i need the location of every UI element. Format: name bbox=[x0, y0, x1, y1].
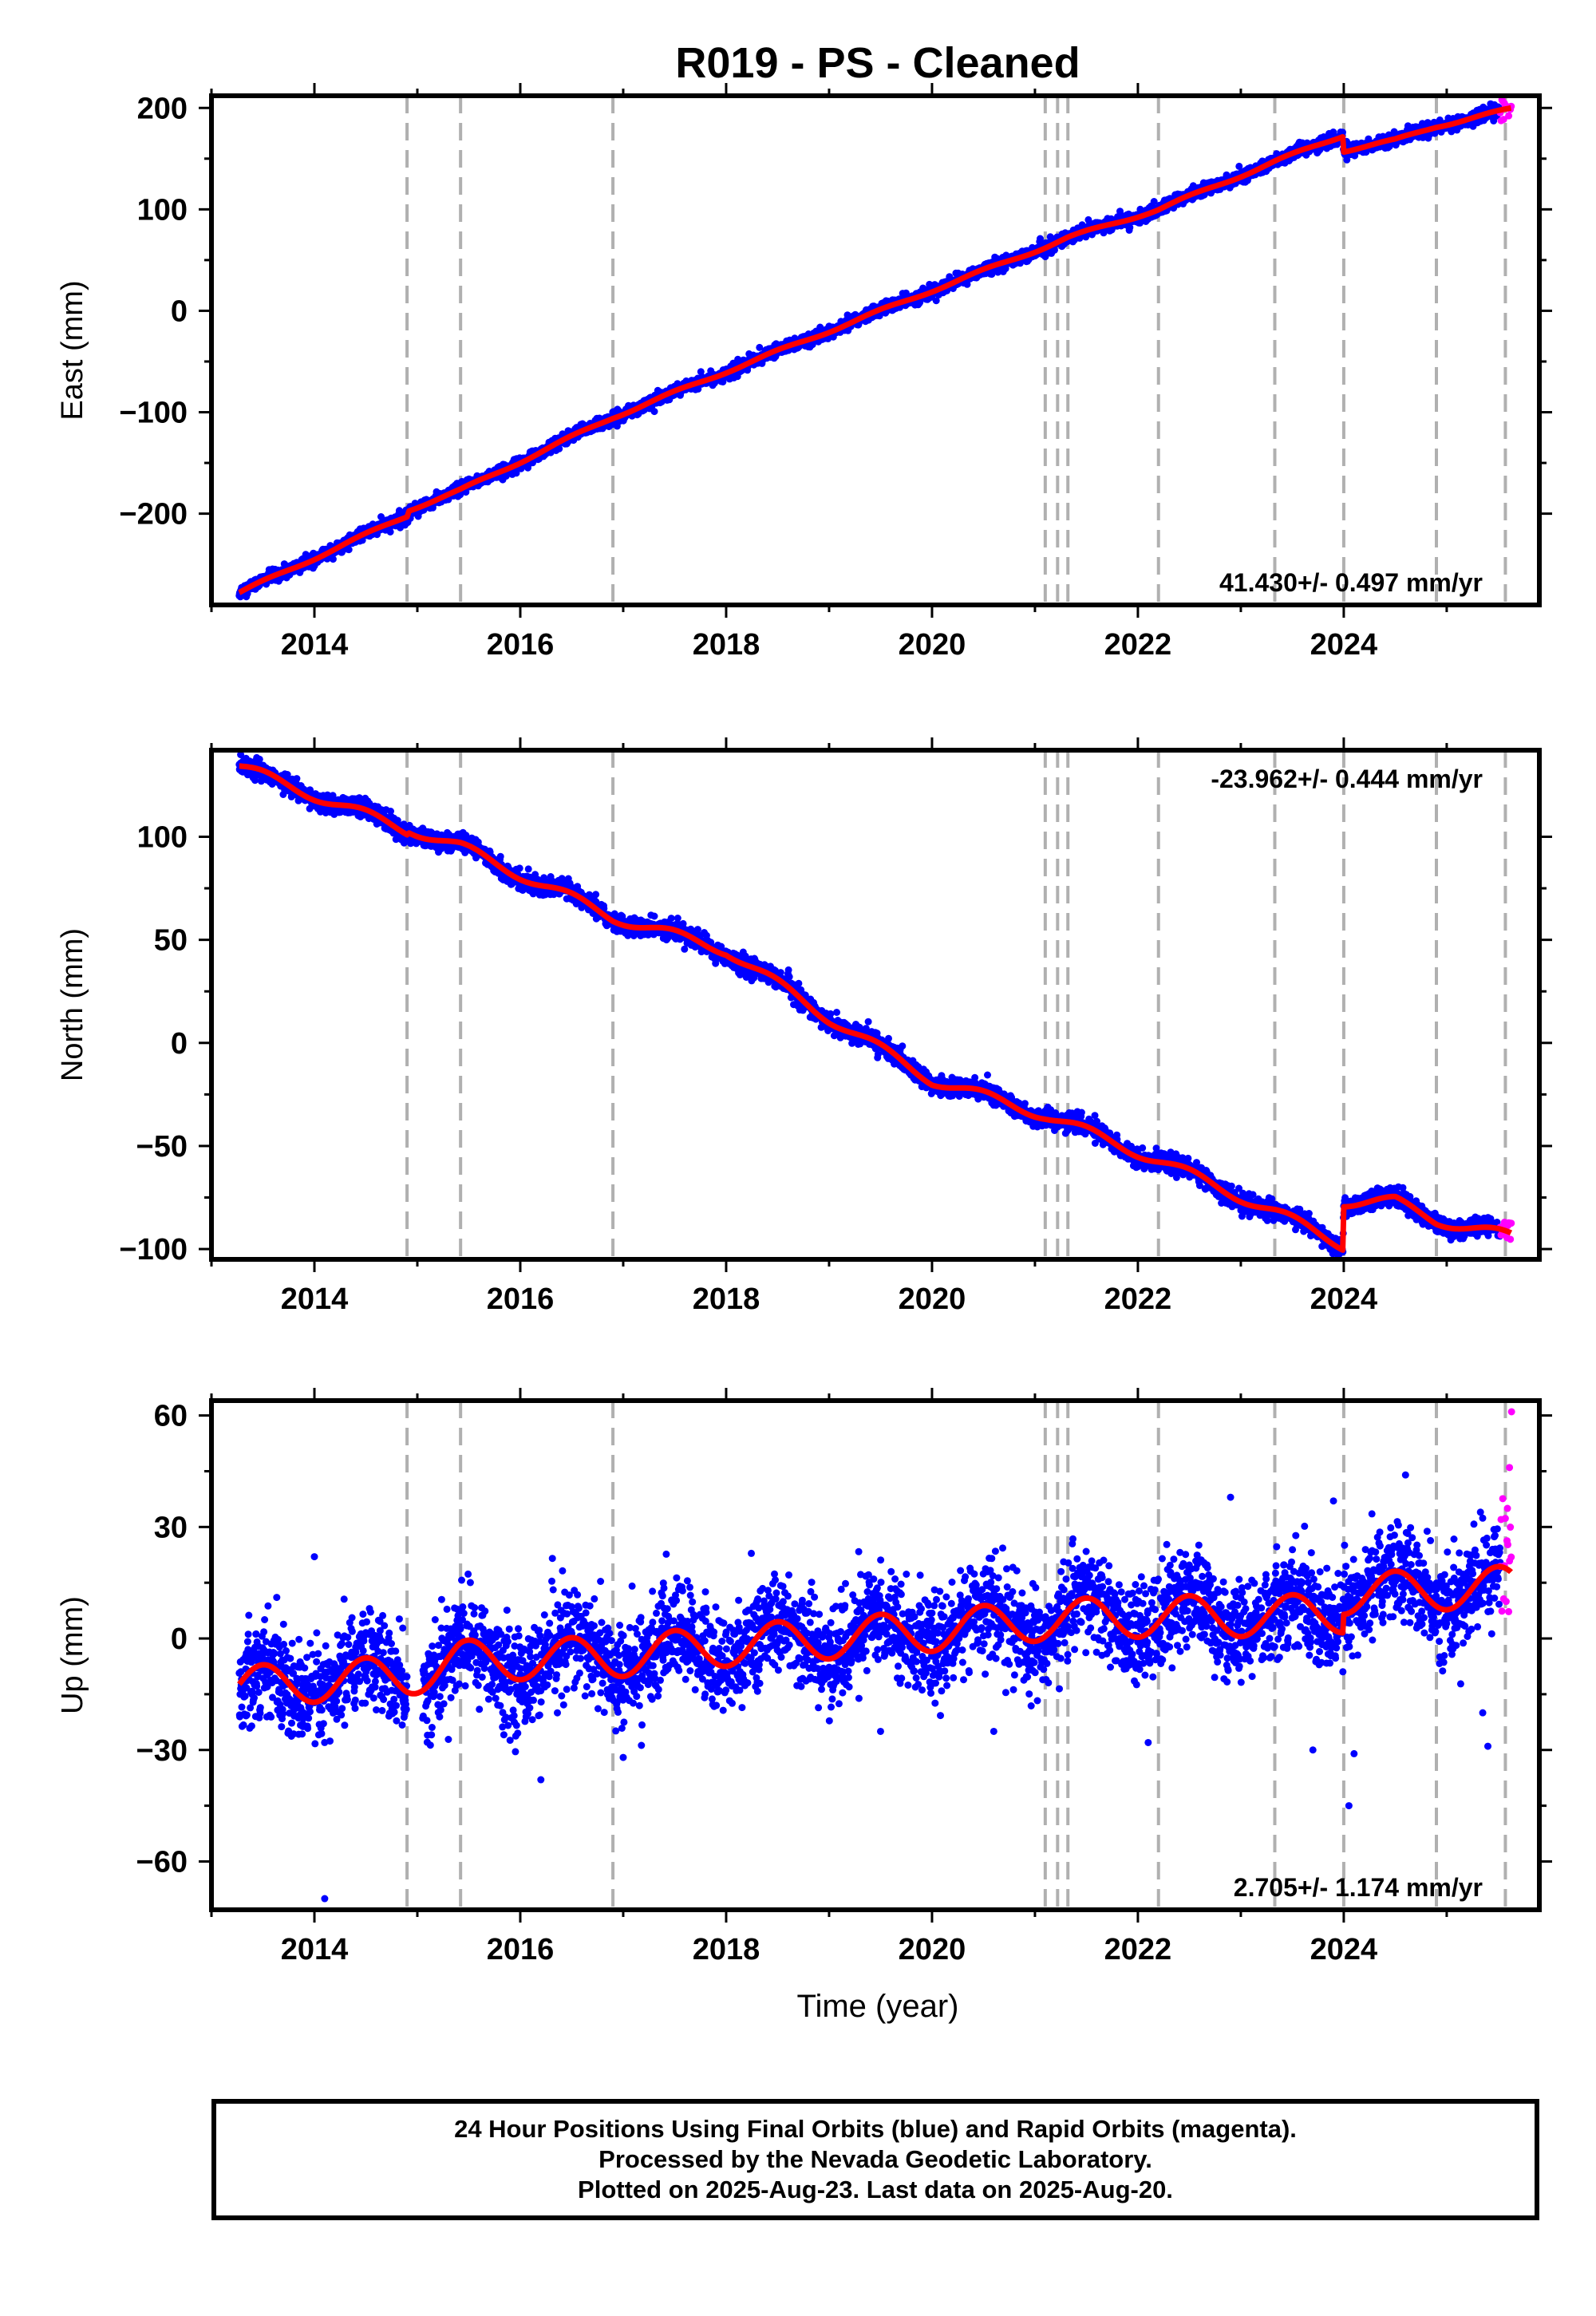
x-tick-label: 2020 bbox=[899, 628, 966, 662]
final-orbit-point bbox=[386, 528, 394, 536]
x-tick-label: 2014 bbox=[281, 628, 349, 662]
x-tick-label: 2018 bbox=[693, 628, 760, 662]
x-tick-label: 2024 bbox=[1310, 628, 1378, 662]
y-tick-label: 100 bbox=[137, 193, 188, 227]
model-fit-line bbox=[237, 105, 1514, 595]
final-orbit-point bbox=[377, 513, 385, 520]
x-tick-label: 2022 bbox=[1104, 628, 1172, 662]
final-orbit-point bbox=[650, 408, 658, 416]
panel-frame bbox=[209, 93, 1542, 607]
rate-label: 41.430+/- 0.497 mm/yr bbox=[1219, 568, 1483, 597]
y-axis-label: East (mm) bbox=[56, 280, 89, 420]
x-tick-label: 2016 bbox=[487, 628, 555, 662]
panel-0: 2014 2016 2018 2020 2022 2024 200 100 0 −100 −200 E… bbox=[56, 83, 1552, 662]
y-tick-label: 0 bbox=[171, 294, 188, 328]
rapid-orbit-point bbox=[1505, 112, 1513, 120]
final-orbit-point bbox=[512, 469, 520, 477]
y-tick-label: −100 bbox=[119, 397, 188, 430]
plot-area bbox=[235, 96, 1515, 601]
final-orbit-point bbox=[345, 546, 353, 554]
y-tick-label: 200 bbox=[137, 92, 188, 125]
chart-title: R019 - PS - Cleaned bbox=[675, 39, 1080, 87]
panel-1: 2014 2016 2018 2020 2022 2024100500−50−100Nor… bbox=[56, 737, 1552, 1316]
plot-area bbox=[235, 751, 1515, 1259]
y-tick-label: −200 bbox=[119, 498, 188, 532]
final-orbit-point bbox=[293, 775, 301, 783]
final-orbit-point bbox=[329, 555, 337, 563]
